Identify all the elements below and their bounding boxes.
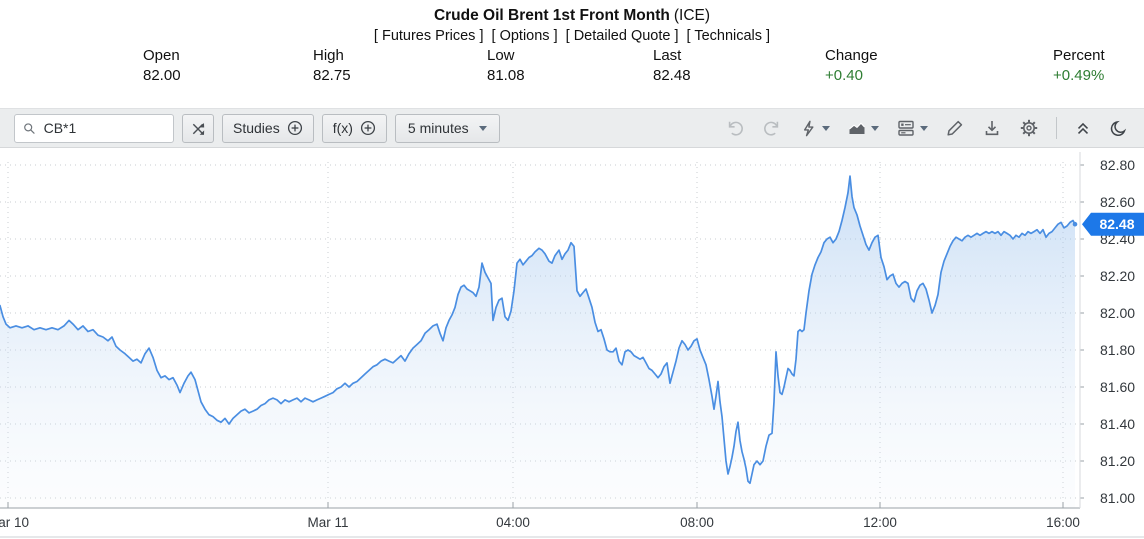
svg-text:81.20: 81.20 — [1100, 453, 1135, 469]
chevron-down-icon — [871, 125, 879, 131]
stat-high: High 82.75 — [313, 47, 351, 84]
stat-label: Last — [653, 47, 682, 64]
symbol-search[interactable] — [14, 113, 174, 143]
flash-icon — [803, 120, 814, 136]
stat-value: 82.75 — [313, 67, 351, 84]
link-futures-prices[interactable]: [ Futures Prices ] — [373, 28, 484, 44]
svg-text:81.80: 81.80 — [1100, 342, 1135, 358]
stat-low: Low 81.08 — [487, 47, 525, 84]
svg-text:12:00: 12:00 — [863, 515, 897, 530]
stat-label: Change — [825, 47, 878, 64]
add-circle-icon — [287, 120, 302, 136]
chart-toolbar: Studies f(x) 5 minutes — [0, 108, 1144, 148]
svg-text:81.00: 81.00 — [1100, 490, 1135, 506]
undo-icon — [728, 121, 743, 136]
draw-icon — [947, 120, 963, 136]
stat-value: 82.48 — [653, 67, 691, 84]
compare-button[interactable] — [182, 113, 214, 143]
fx-label: f(x) — [332, 120, 353, 136]
svg-text:16:00: 16:00 — [1046, 515, 1080, 530]
stat-label: High — [313, 47, 344, 64]
stat-label: Percent — [1053, 47, 1105, 64]
svg-text:82.80: 82.80 — [1100, 157, 1135, 173]
link-detailed-quote[interactable]: [ Detailed Quote ] — [565, 28, 679, 44]
svg-text:08:00: 08:00 — [680, 515, 714, 530]
panels-icon — [898, 120, 914, 136]
panels-dropdown[interactable] — [896, 118, 928, 138]
undo-button[interactable] — [725, 118, 745, 138]
studies-label: Studies — [233, 120, 280, 136]
stat-label: Open — [143, 47, 180, 64]
chart-type-icon — [849, 122, 865, 134]
stat-open: Open 82.00 — [143, 47, 181, 84]
download-button[interactable] — [982, 118, 1002, 138]
interval-dropdown[interactable]: 5 minutes — [394, 113, 500, 143]
svg-text:04:00: 04:00 — [496, 515, 530, 530]
stat-value: +0.49% — [1053, 67, 1105, 84]
quote-board: Crude Oil Brent 1st Front Month (ICE) [ F… — [0, 0, 1144, 96]
chart-axis-labels: 82.8082.6082.4082.2082.0081.8081.6081.40… — [0, 157, 1135, 530]
collapse-toolbar-button[interactable] — [1074, 119, 1092, 137]
price-series — [0, 175, 1078, 508]
stat-label: Low — [487, 47, 515, 64]
add-circle-icon — [360, 120, 375, 136]
collapse-icon — [1077, 122, 1089, 134]
stat-last: Last 82.48 — [653, 47, 691, 84]
redo-icon — [764, 121, 779, 136]
stat-value: 81.08 — [487, 67, 525, 84]
toolbar-divider — [1056, 117, 1057, 139]
svg-text:82.48: 82.48 — [1099, 216, 1134, 232]
svg-text:82.20: 82.20 — [1100, 268, 1135, 284]
settings-button[interactable] — [1019, 118, 1039, 138]
stat-change: Change +0.40 — [825, 47, 878, 84]
studies-button[interactable]: Studies — [222, 113, 314, 143]
exchange-suffix: (ICE) — [673, 7, 711, 24]
chart-axes — [0, 152, 1144, 538]
page-title: Crude Oil Brent 1st Front Month (ICE) — [0, 0, 1144, 25]
link-options[interactable]: [ Options ] — [491, 28, 558, 44]
gear-icon — [1020, 119, 1038, 137]
draw-button[interactable] — [945, 118, 965, 138]
svg-text:Mar 10: Mar 10 — [0, 515, 29, 530]
chart-type-dropdown[interactable] — [847, 118, 879, 138]
stat-percent: Percent +0.49% — [1053, 47, 1105, 84]
dark-mode-button[interactable] — [1109, 119, 1128, 138]
alerts-flash-dropdown[interactable] — [799, 119, 830, 138]
svg-text:Mar 11: Mar 11 — [307, 515, 348, 530]
price-chart[interactable]: 82.80 82.60 82.40 82.20 82.00 81.80 81.60 81.40… — [0, 150, 1144, 539]
link-technicals[interactable]: [ Technicals ] — [686, 28, 771, 44]
chevron-down-icon — [920, 125, 928, 131]
interval-label: 5 minutes — [407, 120, 469, 136]
svg-text:81.40: 81.40 — [1100, 416, 1135, 432]
moon-icon — [1110, 120, 1127, 136]
svg-text:82.60: 82.60 — [1100, 194, 1135, 210]
symbol-input[interactable] — [41, 119, 165, 137]
last-price-badge: 82.48 — [1082, 212, 1144, 236]
redo-button[interactable] — [762, 118, 782, 138]
fx-button[interactable]: f(x) — [321, 113, 387, 143]
chevron-down-icon — [478, 125, 487, 131]
quote-links: [ Futures Prices ] [ Options ] [ Detaile… — [0, 27, 1144, 45]
compare-icon — [192, 122, 204, 135]
symbol-title: Crude Oil Brent 1st Front Month — [433, 7, 670, 24]
svg-text:81.60: 81.60 — [1100, 379, 1135, 395]
search-icon — [24, 122, 35, 134]
stat-value: 82.00 — [143, 67, 181, 84]
chevron-down-icon — [822, 125, 830, 131]
download-icon — [985, 121, 999, 136]
svg-text:82.00: 82.00 — [1100, 305, 1135, 321]
stat-value: +0.40 — [825, 67, 863, 84]
toolbar-icon-group — [725, 117, 1130, 139]
